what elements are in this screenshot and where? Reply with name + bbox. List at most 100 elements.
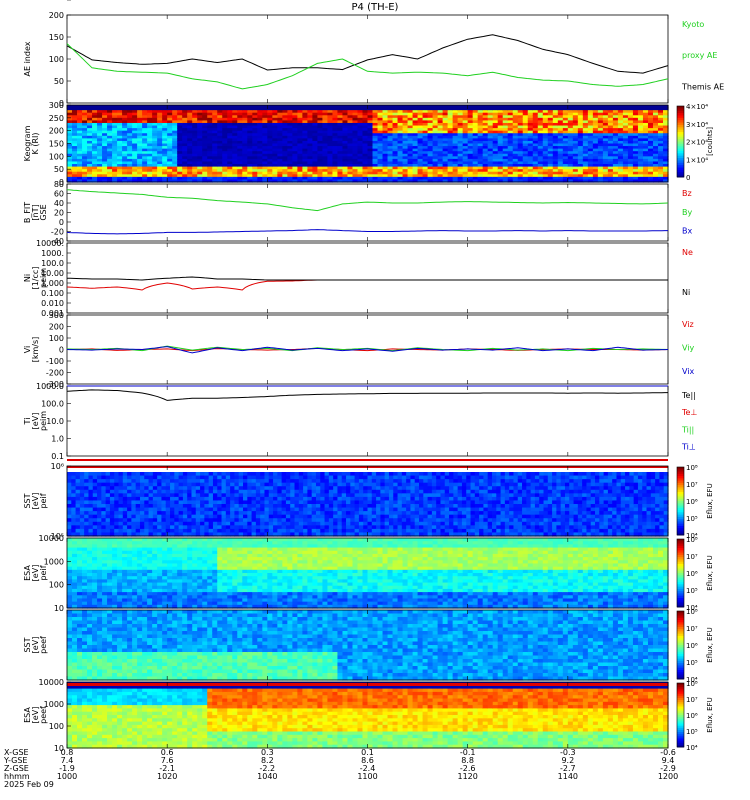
- keogram-cell: [367, 169, 374, 173]
- sstpeif-cell: [152, 514, 158, 519]
- sstpeif-cell: [243, 472, 248, 477]
- keogram-cell: [152, 110, 158, 114]
- vi-ytick-label: 100: [49, 334, 64, 343]
- keogram-cell: [577, 122, 584, 127]
- sstpeif-cell: [135, 521, 141, 526]
- sstpeif-cell: [148, 507, 154, 512]
- keogram-cell: [312, 133, 319, 137]
- keogram-cell: [122, 115, 128, 119]
- keogram-cell: [382, 179, 389, 183]
- keogram-cell: [152, 133, 158, 137]
- keogram-cell: [552, 138, 559, 142]
- keogram-cell: [82, 110, 88, 114]
- keogram-cell: [337, 105, 344, 109]
- keogram-cell: [97, 158, 103, 163]
- keogram-cell: [142, 169, 148, 173]
- keogram-cell: [342, 130, 349, 134]
- keogram-cell: [512, 117, 519, 121]
- sstpeif-cell: [118, 528, 124, 534]
- sstpeif-cell: [212, 518, 218, 523]
- keogram-cell: [357, 166, 364, 170]
- keogram-cell: [147, 153, 153, 157]
- keogram-cell: [162, 130, 168, 134]
- sstpeif-cell: [277, 486, 283, 491]
- keogram-cell: [437, 146, 444, 150]
- keogram-cell: [112, 107, 118, 111]
- keogram-cell: [452, 125, 459, 129]
- keogram-cell: [287, 171, 293, 175]
- keogram-cell: [447, 164, 454, 168]
- sstpeif-cell: [320, 489, 326, 494]
- keogram-cell: [512, 171, 519, 175]
- keogram-cell: [522, 148, 529, 152]
- keogram-cell: [412, 122, 419, 127]
- keogram-cell: [532, 110, 539, 114]
- keogram-cell: [327, 151, 334, 155]
- keogram-cell: [267, 120, 273, 124]
- keogram-cell: [122, 176, 128, 181]
- keogram-cell: [372, 112, 379, 116]
- keogram-cell: [427, 156, 434, 160]
- keogram-cell: [292, 115, 298, 119]
- keogram-cell: [467, 169, 474, 173]
- keogram-cell: [487, 176, 494, 181]
- sstpeif-cell: [285, 475, 291, 480]
- keogram-cell: [107, 171, 113, 175]
- sstpeif-cell: [170, 482, 175, 487]
- keogram-cell: [377, 125, 384, 129]
- keogram-cell: [427, 115, 434, 119]
- keogram-cell: [542, 169, 549, 173]
- keogram-cell: [482, 117, 489, 121]
- keogram-cell: [392, 110, 399, 114]
- sstpeif-cell: [320, 521, 326, 526]
- keogram-cell: [207, 122, 213, 127]
- sstpeif-cell: [328, 525, 334, 530]
- ti-legend-entry: Ti||: [681, 425, 694, 434]
- keogram-cell: [507, 140, 514, 145]
- keogram-cell: [192, 153, 198, 157]
- sstpeif-cell: [268, 521, 274, 526]
- keogram-cell: [262, 143, 268, 147]
- keogram-cell: [262, 174, 268, 178]
- keogram-cell: [387, 158, 394, 163]
- ni-ylabel: peim: [39, 268, 48, 288]
- keogram-cell: [162, 176, 168, 181]
- keogram-cell: [387, 143, 394, 147]
- keogram-cell: [472, 115, 479, 119]
- keogram-cell: [282, 176, 288, 181]
- keogram-cell: [187, 166, 193, 170]
- keogram-cell: [337, 117, 344, 121]
- keogram-cell: [532, 171, 539, 175]
- keogram-cell: [362, 143, 369, 147]
- keogram-cell: [397, 112, 404, 116]
- keogram-cell: [582, 135, 589, 139]
- keogram-cell: [542, 138, 549, 142]
- keogram-cell: [262, 120, 268, 124]
- keogram-cell: [322, 174, 329, 178]
- keogram-cell: [302, 171, 308, 175]
- keogram-cell: [467, 174, 474, 178]
- keogram-cell: [82, 105, 88, 109]
- keogram-cell: [462, 107, 469, 111]
- keogram-cell: [462, 117, 469, 121]
- keogram-cell: [157, 138, 163, 142]
- keogram-cell: [147, 151, 153, 155]
- keogram-cell: [537, 130, 544, 134]
- keogram-cell: [377, 179, 384, 183]
- keogram-cell: [137, 179, 143, 183]
- keogram-cell: [582, 133, 589, 137]
- keogram-cell: [417, 107, 424, 111]
- keogram-cell: [137, 164, 143, 168]
- sstpeif-cell: [157, 511, 163, 516]
- bfield-legend-entry: By: [682, 208, 692, 217]
- keogram-cell: [452, 166, 459, 170]
- keogram-cell: [422, 122, 429, 127]
- keogram-cell: [577, 179, 584, 183]
- keogram-cell: [247, 117, 253, 121]
- keogram-cell: [582, 166, 589, 170]
- keogram-cell: [172, 179, 178, 183]
- sstpeif-cell: [182, 489, 188, 494]
- keogram-cell: [222, 169, 228, 173]
- sstpeif-cell: [122, 511, 128, 516]
